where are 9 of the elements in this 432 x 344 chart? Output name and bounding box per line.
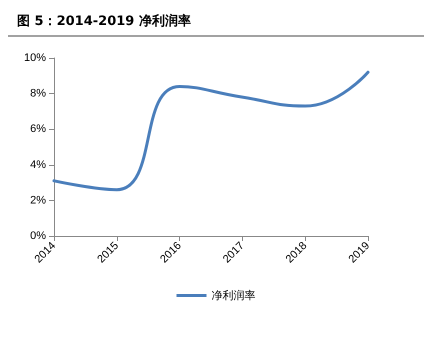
legend-label: 净利润率 bbox=[212, 289, 256, 302]
y-tick-label: 8% bbox=[30, 88, 46, 100]
y-tick-label: 2% bbox=[30, 194, 46, 206]
y-tick-label: 0% bbox=[30, 230, 46, 242]
y-tick-label: 10% bbox=[24, 52, 46, 64]
line-series bbox=[52, 70, 370, 192]
y-tick-label: 6% bbox=[30, 123, 46, 136]
y-tick-label: 4% bbox=[30, 158, 46, 171]
chart-title: 图 5：2014-2019 净利润率 bbox=[17, 13, 191, 29]
